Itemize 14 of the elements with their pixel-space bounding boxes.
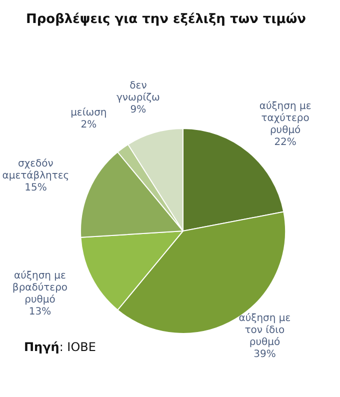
slice-label: αύξηση με τον ίδιο ρυθμό xyxy=(238,313,291,348)
chart-title: Προβλέψεις για την εξέλιξη των τιμών xyxy=(26,12,306,27)
data-label: 2% xyxy=(80,120,97,131)
slice-label: σχεδόν αμετάβλητες xyxy=(2,158,70,182)
data-label: 39% xyxy=(254,349,276,360)
slice-label: αύξηση με βραδύτερο ρυθμό xyxy=(12,270,68,306)
data-label: 22% xyxy=(274,136,296,148)
data-label: 13% xyxy=(28,306,52,318)
slice-label: μείωση xyxy=(70,108,107,119)
slice-label: δεν γνωρίζω xyxy=(116,80,160,104)
text: Πηγή: ΙΟΒΕ xyxy=(24,340,96,354)
data-label: 9% xyxy=(130,104,146,116)
data-label: 15% xyxy=(24,182,47,194)
slice-label: αύξηση με ταχύτερο ρυθμό xyxy=(259,100,312,136)
